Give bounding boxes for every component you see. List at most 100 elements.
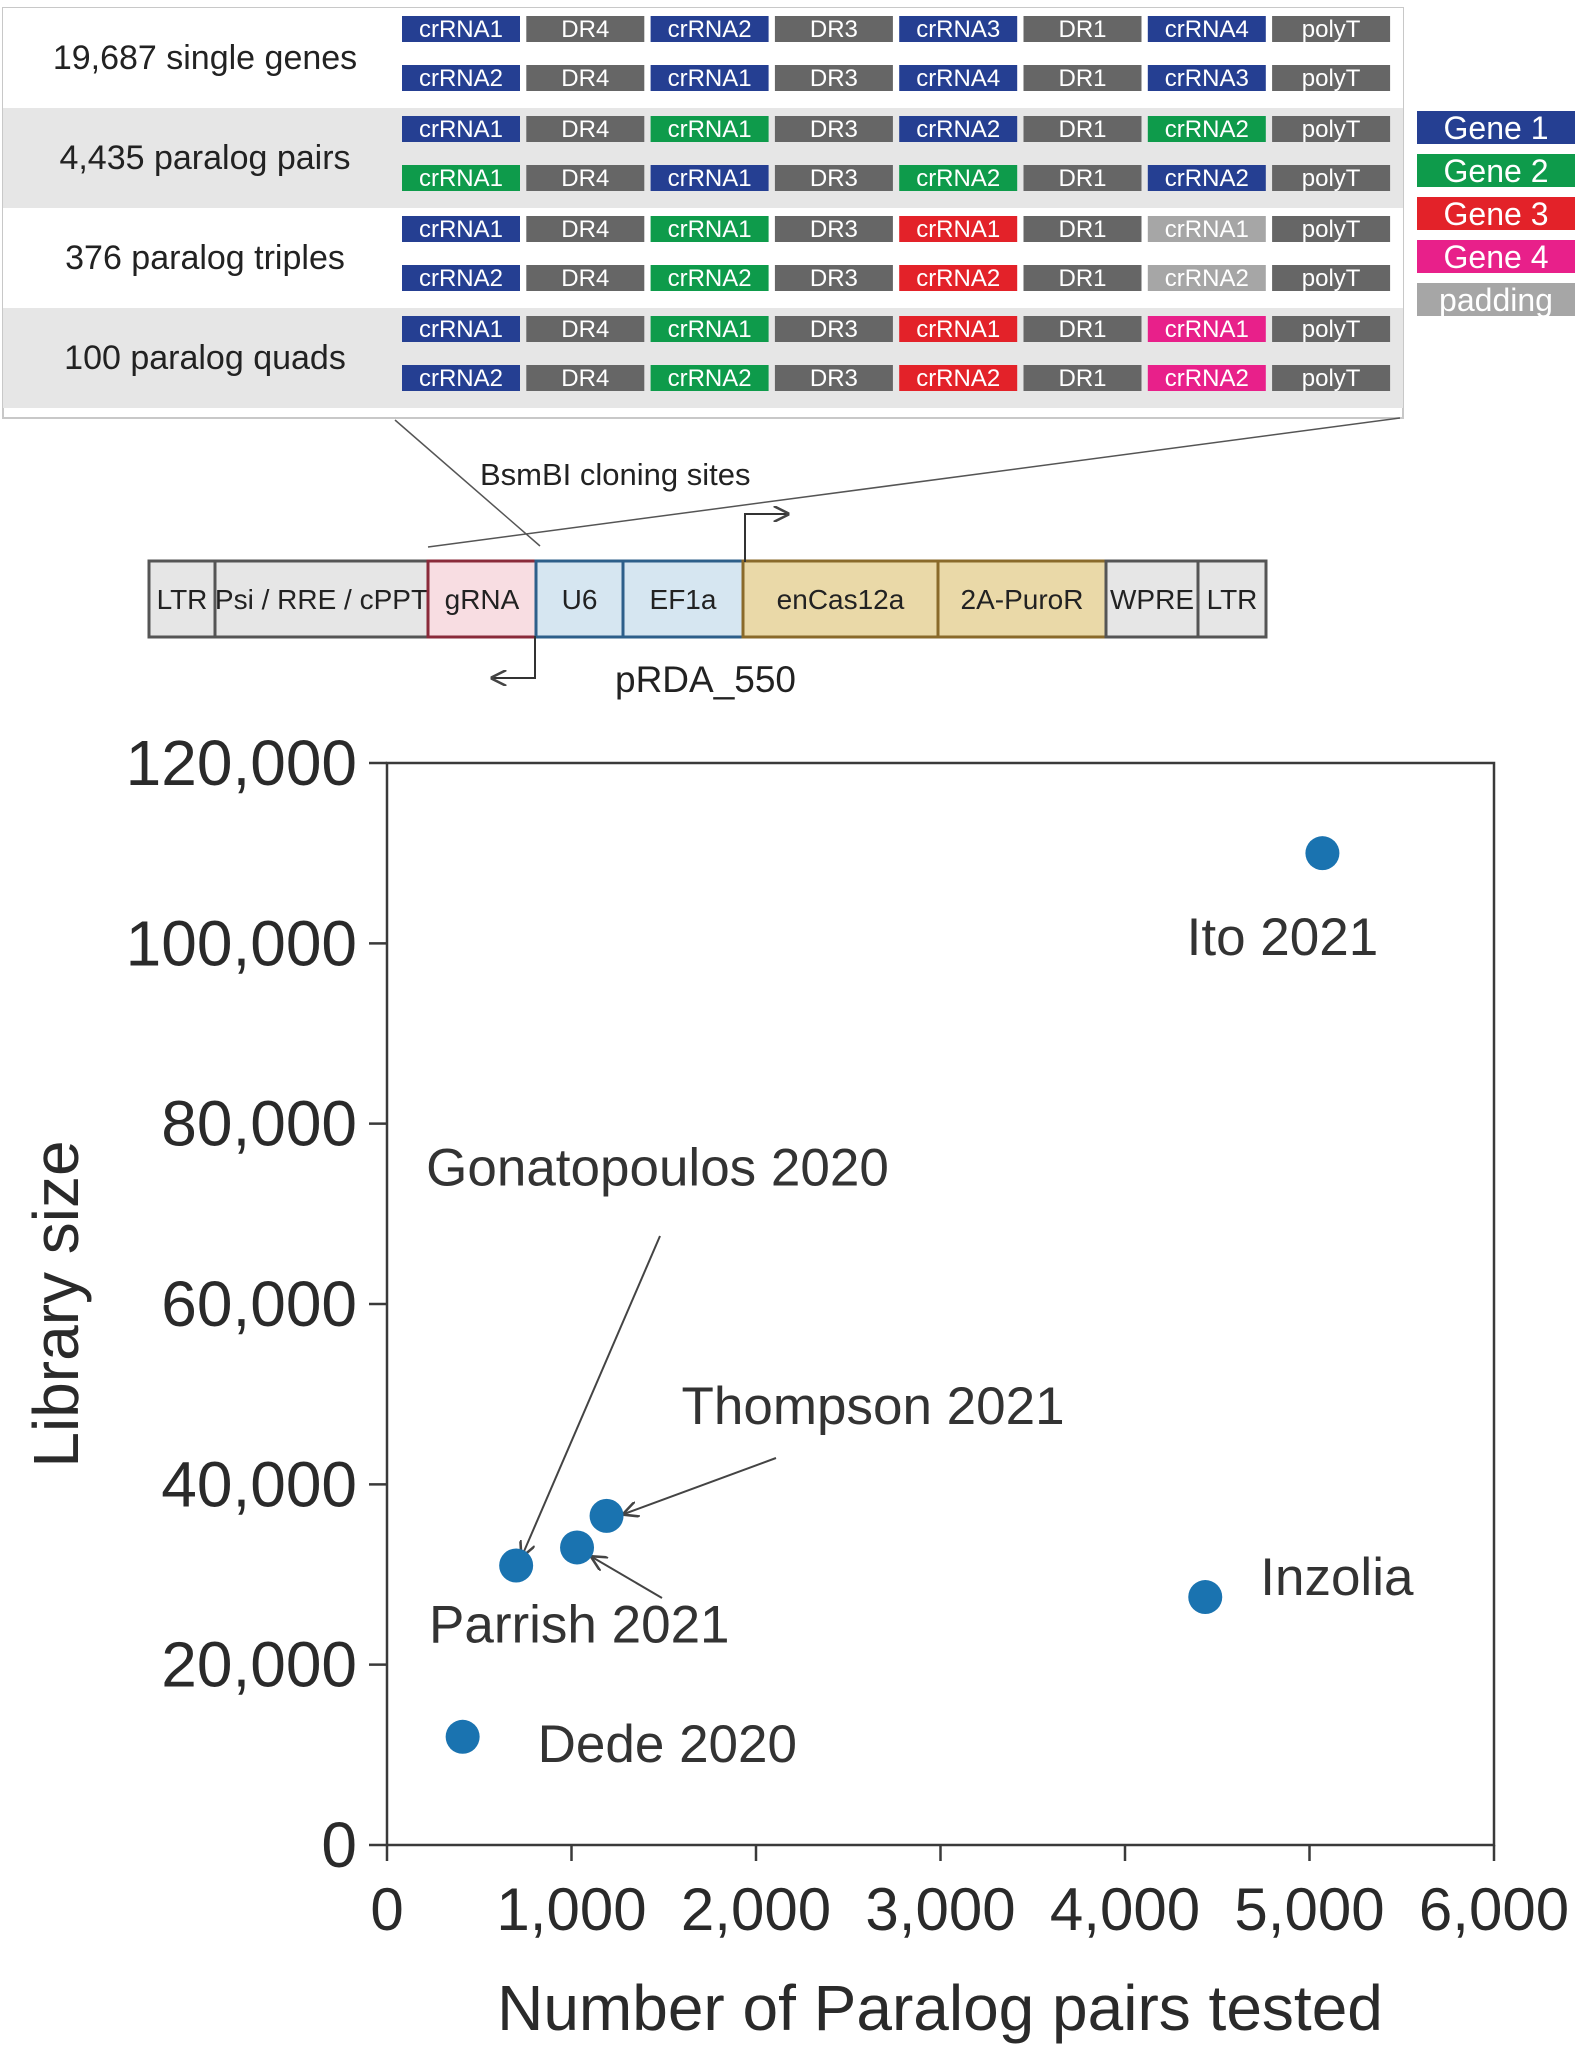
vector-element-label: gRNA <box>445 584 520 615</box>
x-tick-label: 6,000 <box>1419 1876 1569 1943</box>
gene-legend: Gene 1 Gene 2 Gene 3 Gene 4 padding <box>1417 110 1575 318</box>
legend-swatch <box>1417 197 1575 230</box>
segment-block <box>774 16 893 42</box>
legend-item-gene-2: Gene 2 <box>1417 153 1575 189</box>
segment-block <box>650 116 769 142</box>
construct-segment: DR3 <box>774 265 893 292</box>
segment-block <box>526 65 645 91</box>
construct-segment: DR3 <box>774 165 893 192</box>
construct-segment: DR4 <box>526 16 645 43</box>
construct-segment: DR4 <box>526 65 645 92</box>
design-group-label: 376 paralog triples <box>65 239 345 277</box>
segment-label: crRNA2 <box>1165 265 1249 292</box>
segment-block <box>526 365 645 391</box>
construct-segment: DR4 <box>526 316 645 343</box>
construct-segment: crRNA2 <box>899 265 1018 292</box>
segment-block <box>402 116 520 142</box>
segment-block <box>1023 165 1142 191</box>
segment-label: crRNA2 <box>668 365 752 392</box>
segment-label: DR1 <box>1058 365 1106 392</box>
construct-segment: polyT <box>1272 16 1391 43</box>
segment-block <box>1147 116 1266 142</box>
construct-segment: polyT <box>1272 265 1391 292</box>
construct-segment: DR4 <box>526 216 645 243</box>
x-tick-label: 0 <box>370 1876 403 1943</box>
segment-block <box>402 165 520 191</box>
construct-segment: crRNA2 <box>402 365 520 392</box>
segment-block <box>774 216 893 242</box>
construct-segment: crRNA2 <box>899 116 1018 143</box>
construct-segment: polyT <box>1272 365 1391 392</box>
segment-label: crRNA1 <box>419 316 503 343</box>
construct-segment: crRNA2 <box>1147 365 1266 392</box>
segment-block <box>899 365 1018 391</box>
point-label: Thompson 2021 <box>682 1377 1065 1436</box>
vector-element-label: U6 <box>562 584 598 615</box>
segment-label: DR4 <box>561 365 609 392</box>
construct-row: crRNA1 DR4 crRNA1 DR3 crRNA2 DR1 crRNA2 polyT <box>402 165 1391 192</box>
construct-segment: DR4 <box>526 365 645 392</box>
segment-label: polyT <box>1302 65 1361 92</box>
construct-segment: crRNA1 <box>1147 216 1266 243</box>
construct-segment: crRNA1 <box>650 316 769 343</box>
point-label: Inzolia <box>1260 1548 1414 1607</box>
x-tick-label: 3,000 <box>865 1876 1015 1943</box>
segment-block <box>1023 265 1142 291</box>
segment-label: crRNA1 <box>419 165 503 192</box>
gonatopoulos-arrow <box>522 1235 661 1556</box>
segment-block <box>650 265 769 291</box>
segment-block <box>774 116 893 142</box>
scatter-chart-panel: 020,00040,00060,00080,000100,000120,000 … <box>20 727 1569 2044</box>
vector-map-panel: BsmBI cloning sites LTR Psi / RRE / cPPT g… <box>147 417 1401 700</box>
construct-segment: crRNA1 <box>402 116 520 143</box>
segment-block <box>899 265 1018 291</box>
legend-swatch <box>1417 240 1575 273</box>
segment-label: DR4 <box>561 65 609 92</box>
segment-block <box>774 165 893 191</box>
x-axis: 0 1,000 2,000 3,000 4,000 5,000 6,000 <box>370 1845 1569 1943</box>
segment-label: DR1 <box>1058 316 1106 343</box>
x-tick-label: 2,000 <box>681 1876 831 1943</box>
zoom-line-right <box>427 417 1401 548</box>
thompson-arrow <box>624 1457 777 1514</box>
point-label: Gonatopoulos 2020 <box>426 1138 889 1197</box>
vector-element-2a-puror: 2A-PuroR <box>936 559 1108 639</box>
x-tick-label: 4,000 <box>1050 1876 1200 1943</box>
data-point-dede-2020 <box>445 1719 480 1754</box>
legend-swatch <box>1417 111 1575 144</box>
construct-row: crRNA1 DR4 crRNA2 DR3 crRNA3 DR1 crRNA4 polyT <box>402 16 1391 43</box>
parrish-arrow <box>592 1557 663 1599</box>
segment-block <box>526 316 645 342</box>
segment-label: polyT <box>1302 165 1361 192</box>
construct-segment: crRNA1 <box>650 116 769 143</box>
vector-name: pRDA_550 <box>615 659 796 700</box>
segment-label: crRNA4 <box>1165 16 1249 43</box>
construct-segment: DR3 <box>774 365 893 392</box>
segment-label: polyT <box>1302 16 1361 43</box>
segment-label: crRNA1 <box>419 116 503 143</box>
segment-block <box>1147 365 1266 391</box>
segment-block <box>1272 65 1391 91</box>
point-label: Parrish 2021 <box>429 1595 730 1654</box>
segment-label: DR3 <box>810 365 858 392</box>
x-tick-label: 5,000 <box>1234 1876 1384 1943</box>
y-tick-label: 40,000 <box>161 1448 357 1520</box>
segment-label: crRNA1 <box>668 216 752 243</box>
vector-element-label: EF1a <box>650 584 717 615</box>
vector-element-ef1a: EF1a <box>621 559 745 639</box>
legend-item-gene-4: Gene 4 <box>1417 239 1575 275</box>
segment-block <box>1272 216 1391 242</box>
vector-element-psi-rre-cppt: Psi / RRE / cPPT <box>213 559 430 639</box>
data-point-thompson-2021 <box>589 1498 624 1533</box>
segment-label: DR3 <box>810 16 858 43</box>
segment-block <box>1023 316 1142 342</box>
segment-label: crRNA1 <box>916 316 1000 343</box>
y-tick-label: 80,000 <box>161 1088 357 1160</box>
construct-segment: DR3 <box>774 216 893 243</box>
ef1a-promoter-arrow <box>744 514 788 562</box>
legend-label: padding <box>1439 282 1553 318</box>
data-point-gonatopoulos-2020 <box>499 1548 534 1583</box>
segment-block <box>1272 165 1391 191</box>
vector-element-label: LTR <box>157 584 208 615</box>
segment-label: DR4 <box>561 165 609 192</box>
